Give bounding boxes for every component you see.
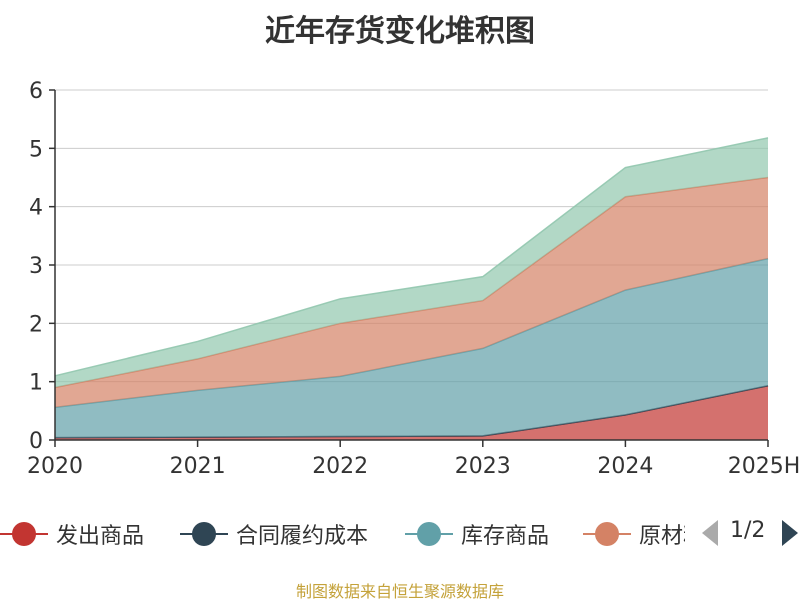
area-series-2 bbox=[55, 258, 768, 438]
y-tick-label: 4 bbox=[29, 196, 43, 221]
y-tick-label: 6 bbox=[29, 79, 43, 104]
legend-symbol-icon bbox=[583, 516, 631, 552]
legend-symbol-icon bbox=[0, 516, 48, 552]
y-tick-label: 3 bbox=[29, 254, 43, 279]
legend-symbol-icon bbox=[180, 516, 228, 552]
y-tick-label: 1 bbox=[29, 371, 43, 396]
legend-label: 发出商品 bbox=[56, 524, 145, 549]
chart-title: 近年存货变化堆积图 bbox=[265, 14, 535, 49]
legend-item-0[interactable]: 发出商品 bbox=[0, 516, 144, 552]
legend-item-2[interactable]: 库存商品 bbox=[405, 516, 549, 552]
legend-next-page-icon[interactable] bbox=[782, 520, 798, 546]
legend-viewport: 发出商品 合同履约成本 库存商品 原材料 bbox=[0, 516, 685, 552]
x-tick-label: 2021 bbox=[170, 454, 226, 479]
x-tick-label: 2022 bbox=[312, 454, 368, 479]
legend-label: 原材料 bbox=[639, 524, 685, 549]
area-series-4 bbox=[55, 137, 768, 388]
legend-prev-page-icon[interactable] bbox=[702, 520, 718, 546]
area-line-series-4 bbox=[54, 137, 769, 377]
legend-label: 库存商品 bbox=[461, 524, 550, 549]
area-series-0 bbox=[55, 385, 768, 440]
x-tick-label: 2020 bbox=[27, 454, 83, 479]
x-tick-label: 2023 bbox=[455, 454, 511, 479]
legend-item-3[interactable]: 原材料 bbox=[583, 516, 685, 552]
y-tick-label: 5 bbox=[29, 137, 43, 162]
y-tick-label: 2 bbox=[29, 312, 43, 337]
y-tick-label: 0 bbox=[29, 429, 43, 454]
x-tick-label: 2024 bbox=[597, 454, 653, 479]
legend: 发出商品 合同履约成本 库存商品 原材料 1/2 bbox=[0, 516, 800, 552]
area-series-3 bbox=[55, 177, 768, 408]
legend-symbol-icon bbox=[405, 516, 453, 552]
x-tick-label: 2025H bbox=[728, 454, 800, 479]
legend-page-indicator: 1/2 bbox=[730, 518, 766, 543]
legend-label: 合同履约成本 bbox=[236, 524, 369, 549]
legend-item-1[interactable]: 合同履约成本 bbox=[180, 516, 368, 552]
source-note: 制图数据来自恒生聚源数据库 bbox=[295, 582, 504, 601]
